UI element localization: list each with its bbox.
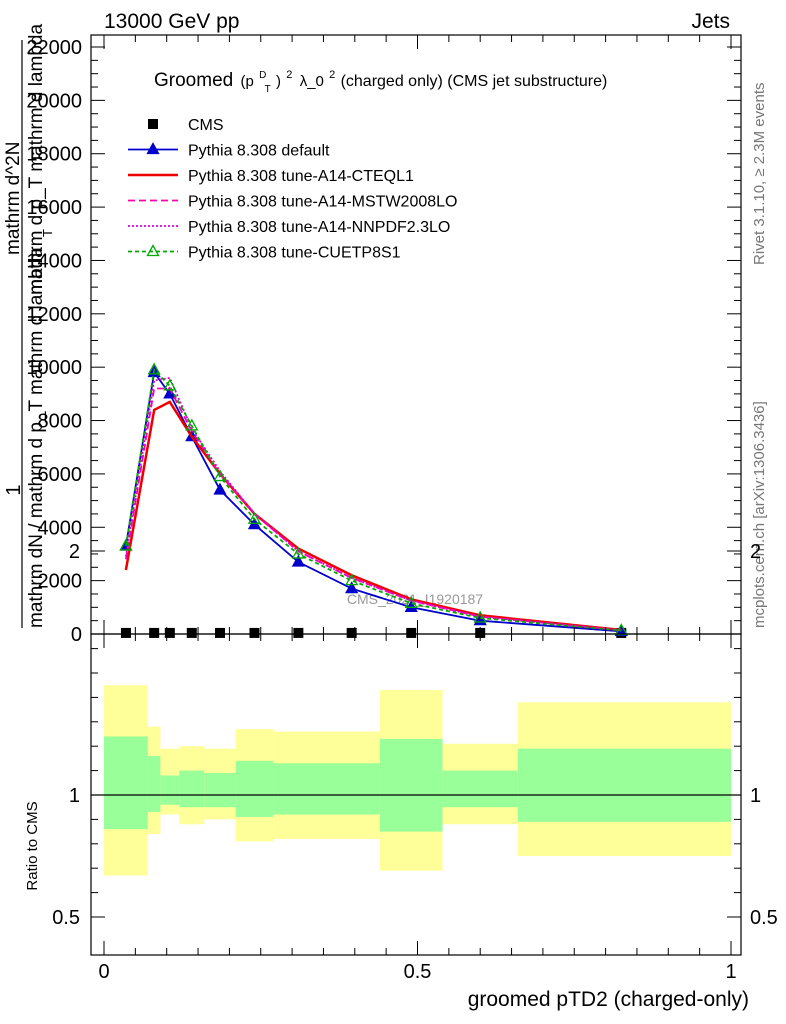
ratio-band-inner [235, 760, 274, 817]
main-ytick-label: 6000 [38, 464, 83, 486]
ratio-band-inner [160, 775, 180, 805]
ratio-ytick-label-right: 2 [750, 541, 761, 563]
title-pow: 2 [286, 69, 292, 81]
legend-marker [146, 142, 160, 155]
cms-data-point [120, 627, 131, 638]
series-marker-5 [404, 595, 418, 608]
mcplots-label: mcplots.cern.ch [arXiv:1306.3436] [751, 401, 768, 628]
main-ytick-label: 0 [71, 624, 82, 646]
title-lam: λ_0 [300, 73, 324, 90]
main-ylabel: 1 mathrm dN / mathrm d p_T mathrm d lamb… [3, 24, 55, 628]
ratio-band-inner [517, 748, 731, 822]
legend: CMS Pythia 8.308 default Pythia 8.308 tune… [128, 117, 457, 262]
main-plot: CMS_2021_I1920187 0200040006000800010000… [3, 24, 742, 646]
main-series [119, 362, 628, 638]
ratio-ytick-label: 2 [69, 541, 80, 563]
title-pre: Groomed [154, 70, 233, 91]
cms-data-point [164, 627, 175, 638]
rivet-label: Rivet 3.1.10, ≥ 2.3M events [751, 83, 768, 266]
ratio-bands [91, 685, 741, 876]
ylabel-denominator: mathrm dN / mathrm d p_T mathrm d lambda [26, 247, 47, 628]
main-ytick-label: 18000 [26, 144, 82, 166]
series-marker-5 [185, 418, 199, 431]
cms-data-point [249, 627, 260, 638]
ratio-plot: 0.5 0.5 1 1 2 2 0 0.5 1 Ratio to CMS groomed pTD… [24, 541, 778, 1011]
ratio-band-inner [442, 770, 518, 808]
legend-label: Pythia 8.308 tune-A14-NNPDF2.3LO [188, 219, 450, 236]
ratio-ytick-label-right: 0.5 [750, 907, 778, 929]
series-marker-1 [291, 554, 305, 567]
series-marker-1 [213, 482, 227, 495]
legend-marker [146, 244, 160, 257]
ratio-band-inner [147, 755, 161, 813]
series-marker-5 [147, 362, 161, 375]
series-marker-5 [213, 469, 227, 482]
main-ytick-label: 22000 [26, 37, 82, 59]
cms-data-point [186, 627, 197, 638]
ratio-ytick-label-right: 1 [750, 785, 761, 807]
series-marker-1 [345, 581, 359, 594]
ylabel-top2: mathrm d p_T mathrm d lambda [26, 24, 47, 295]
legend-label: CMS [188, 117, 224, 134]
ratio-band-inner [204, 773, 236, 808]
series-line-5 [125, 367, 622, 632]
main-ytick-label: 2000 [38, 571, 83, 593]
series-line-3 [125, 387, 622, 632]
cms-data-point [293, 627, 304, 638]
ratio-ytick-label: 1 [69, 785, 80, 807]
ratio-ytick-label: 0.5 [52, 907, 80, 929]
title-sup: D [259, 70, 266, 81]
x-tick-label: 1 [725, 961, 736, 983]
header-left-label: 13000 GeV pp [104, 10, 239, 33]
ratio-band-inner [273, 763, 380, 815]
ratio-axes: 0.5 0.5 1 1 2 2 0 0.5 1 [52, 541, 778, 983]
main-ytick-label: 16000 [26, 197, 82, 219]
x-tick-label: 0.5 [404, 961, 432, 983]
series-marker-5 [119, 538, 133, 551]
header-right-label: Jets [691, 10, 730, 33]
ratio-ylabel: Ratio to CMS [24, 801, 41, 890]
legend-label: Pythia 8.308 tune-A14-MSTW2008LO [188, 194, 457, 211]
x-axis-label: groomed pTD2 (charged-only) [468, 988, 749, 1011]
series-marker-5 [247, 511, 262, 524]
ratio-band-inner [179, 770, 205, 808]
cms-data-point [406, 627, 417, 638]
title-sub: T [265, 84, 271, 95]
main-ytick-label: 20000 [26, 90, 82, 112]
series-marker-5 [473, 610, 487, 623]
series-line-4 [125, 376, 622, 632]
ylabel-numerator: 1 [3, 484, 25, 495]
series-marker-1 [404, 599, 418, 612]
main-ytick-label: 14000 [26, 250, 82, 272]
legend-marker-cms [148, 119, 158, 129]
main-ytick-label: 4000 [38, 517, 83, 539]
series-marker-5 [345, 573, 359, 586]
main-ytick-label: 10000 [26, 357, 82, 379]
series-marker-5 [291, 546, 305, 559]
series-marker-5 [163, 378, 177, 391]
x-tick-label: 0 [98, 961, 109, 983]
cms-data-point [214, 627, 225, 638]
title-p: (p [240, 73, 253, 90]
legend-label: Pythia 8.308 tune-CUETP8S1 [188, 245, 401, 262]
ratio-band-inner [379, 738, 443, 832]
cms-data-point [346, 627, 357, 638]
main-title: Groomed (p D T ) 2 λ_0 2 (charged only) … [154, 62, 607, 97]
title-close: ) [276, 73, 281, 90]
ratio-band-inner [104, 736, 148, 830]
cms-data-point [149, 627, 160, 638]
legend-label: Pythia 8.308 default [188, 143, 330, 160]
legend-label: Pythia 8.308 tune-A14-CTEQL1 [188, 168, 414, 185]
main-ytick-label: 8000 [38, 411, 83, 433]
title-post: (charged only) (CMS jet substructure) [341, 73, 608, 90]
main-axes: 0 2000 4000 6000 8000 10000 12000 14000 16000 180… [26, 35, 741, 646]
title-pow2: 2 [329, 69, 335, 81]
ylabel-top: mathrm d^2N [3, 142, 24, 255]
ylabel-pt-sub: T [40, 229, 55, 237]
main-ytick-label: 12000 [26, 304, 82, 326]
